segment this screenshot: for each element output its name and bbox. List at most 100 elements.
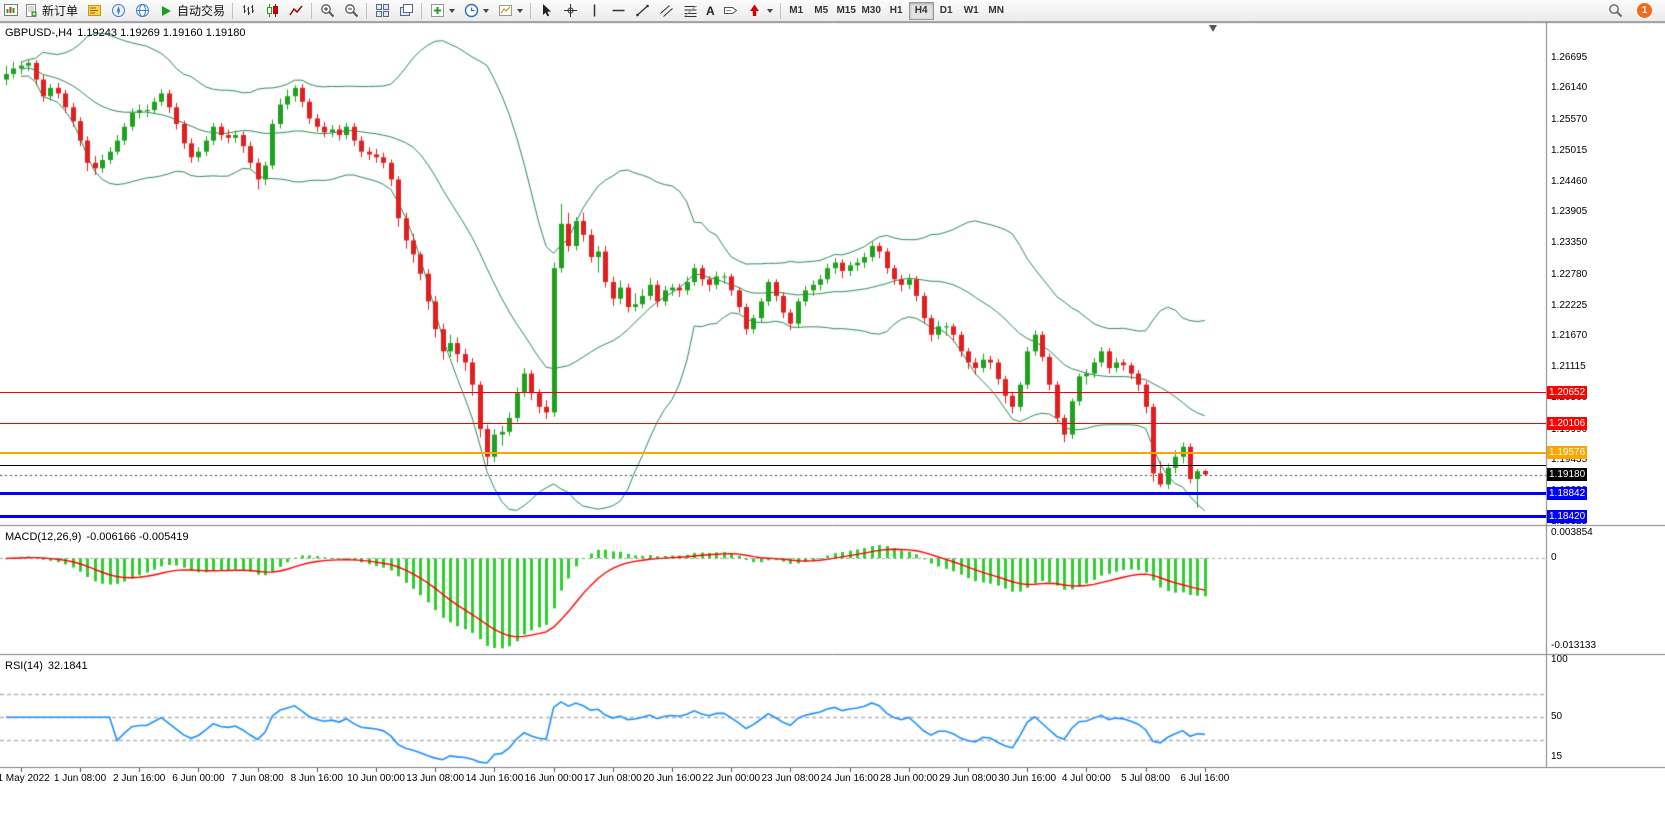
navigator-compass-icon	[110, 3, 126, 19]
timeframe-button-d1[interactable]: D1	[934, 2, 959, 20]
horizontal-line-object[interactable]	[0, 392, 1546, 394]
hline-price-tag: 1.18420	[1547, 510, 1588, 524]
timeframe-button-m5[interactable]: M5	[809, 2, 834, 20]
hline-price-tag: 1.20106	[1547, 416, 1588, 430]
timeframe-button-h1[interactable]: H1	[884, 2, 909, 20]
time-scale-label: 14 Jun 16:00	[465, 773, 524, 784]
price-scale-label: 1.25570	[1551, 114, 1588, 126]
price-scale-label: 1.26695	[1551, 51, 1588, 63]
horizontal-line-object[interactable]	[0, 491, 1546, 495]
time-scale-label: 23 Jun 08:00	[761, 773, 820, 784]
time-scale-label: 6 Jul 16:00	[1180, 773, 1230, 784]
price-scale-label: 1.21670	[1551, 330, 1588, 342]
line-chart-icon	[288, 3, 304, 19]
macd-values: -0.006166 -0.005419	[86, 531, 189, 543]
timeframe-button-h4[interactable]: H4	[908, 1, 934, 20]
horizontal-line-object[interactable]	[0, 465, 1546, 467]
bar-chart-button[interactable]	[236, 1, 260, 21]
time-scale-label: 16 Jun 00:00	[524, 773, 583, 784]
zoom-out-button[interactable]	[339, 1, 363, 21]
time-scale-label: 1 Jun 08:00	[53, 773, 107, 784]
app-chart-icon[interactable]	[3, 3, 19, 19]
chart-shift-marker[interactable]	[1209, 25, 1217, 32]
toolbar-separator	[421, 2, 423, 19]
vertical-line-button[interactable]	[582, 1, 606, 21]
market-watch-button[interactable]	[82, 1, 106, 21]
crosshair-button[interactable]	[558, 1, 582, 21]
timeframe-button-m15[interactable]: M15	[834, 2, 859, 20]
text-tool-button[interactable]: A	[702, 1, 719, 21]
globe-icon	[134, 3, 150, 19]
notifications-badge[interactable]: 1	[1637, 3, 1652, 18]
fibonacci-button[interactable]	[678, 1, 702, 21]
timeframe-button-m30[interactable]: M30	[859, 2, 884, 20]
price-scale-label: 1.19435	[1551, 454, 1588, 466]
dropdown-caret	[766, 8, 773, 13]
autotrading-button[interactable]: 自动交易	[154, 1, 229, 21]
horizontal-line-button[interactable]	[606, 1, 630, 21]
candlestick-chart-icon	[264, 3, 280, 19]
timeframe-button-m1[interactable]: M1	[784, 2, 809, 20]
cursor-button[interactable]	[534, 1, 558, 21]
price-scale-label: 1.23350	[1551, 237, 1588, 249]
bar-chart-icon	[240, 3, 256, 19]
line-chart-button[interactable]	[284, 1, 308, 21]
horizontal-line-icon	[610, 3, 626, 19]
trendline-button[interactable]	[630, 1, 654, 21]
horizontal-line-object[interactable]	[0, 422, 1546, 424]
dropdown-caret	[483, 8, 490, 13]
rsi-scale-label: 50	[1551, 711, 1563, 723]
tile-windows-button[interactable]	[370, 1, 394, 21]
time-scale-label: 2 Jun 16:00	[113, 773, 166, 784]
navigator-button[interactable]	[106, 1, 130, 21]
horizontal-line-object[interactable]	[0, 515, 1546, 519]
current-price-tag: 1.19180	[1547, 468, 1588, 482]
timeframe-button-mn[interactable]: MN	[984, 2, 1009, 20]
time-scale-label: 4 Jul 00:00	[1061, 773, 1111, 784]
periods-button[interactable]	[459, 1, 493, 21]
cascade-windows-button[interactable]	[394, 1, 418, 21]
channel-button[interactable]	[654, 1, 678, 21]
chart-ohlc-header: GBPUSD-,H4 1.19243 1.19269 1.19160 1.191…	[5, 27, 245, 39]
toolbar-separator	[530, 2, 532, 19]
main-toolbar: 新订单 自动交易 A	[0, 0, 1665, 22]
toolbar-right-group: 1	[1603, 1, 1662, 21]
panel-splitter[interactable]	[0, 523, 1665, 528]
trendline-icon	[634, 3, 650, 19]
autotrading-play-icon	[158, 3, 174, 19]
search-icon	[1607, 3, 1623, 19]
horizontal-line-object[interactable]	[0, 451, 1546, 454]
time-scale-label: 7 Jun 08:00	[231, 773, 284, 784]
toolbar-separator	[366, 2, 368, 19]
new-order-button[interactable]: 新订单	[19, 1, 82, 21]
web-terminal-button[interactable]	[130, 1, 154, 21]
templates-button[interactable]	[493, 1, 527, 21]
rsi-scale-label: 100	[1551, 654, 1568, 665]
channel-icon	[658, 3, 674, 19]
time-scale-label: 22 Jun 00:00	[702, 773, 761, 784]
indicators-button[interactable]	[425, 1, 459, 21]
text-label-button[interactable]	[719, 1, 743, 21]
hline-price-tag: 1.18842	[1547, 486, 1588, 500]
toolbar-separator	[232, 2, 234, 19]
text-label-icon	[723, 3, 739, 19]
timeframe-button-w1[interactable]: W1	[959, 2, 984, 20]
panel-splitter[interactable]	[0, 652, 1665, 657]
zoom-in-icon	[319, 3, 335, 19]
zoom-out-icon	[343, 3, 359, 19]
ohlc-values: 1.19243 1.19269 1.19160 1.19180	[77, 27, 246, 39]
rsi-scale-label: 15	[1551, 751, 1563, 763]
macd-scale-label: -0.013133	[1551, 639, 1597, 651]
macd-scale-label: 0.003854	[1551, 526, 1593, 538]
tile-windows-icon	[374, 3, 390, 19]
candlestick-chart-button[interactable]	[260, 1, 284, 21]
indicators-plus-icon	[429, 3, 445, 19]
macd-header: MACD(12,26,9) -0.006166 -0.005419	[5, 531, 189, 543]
arrows-button[interactable]	[743, 1, 777, 21]
search-button[interactable]	[1603, 1, 1627, 21]
time-scale-label: 30 Jun 16:00	[998, 773, 1057, 784]
autotrading-label: 自动交易	[177, 4, 226, 18]
zoom-in-button[interactable]	[315, 1, 339, 21]
